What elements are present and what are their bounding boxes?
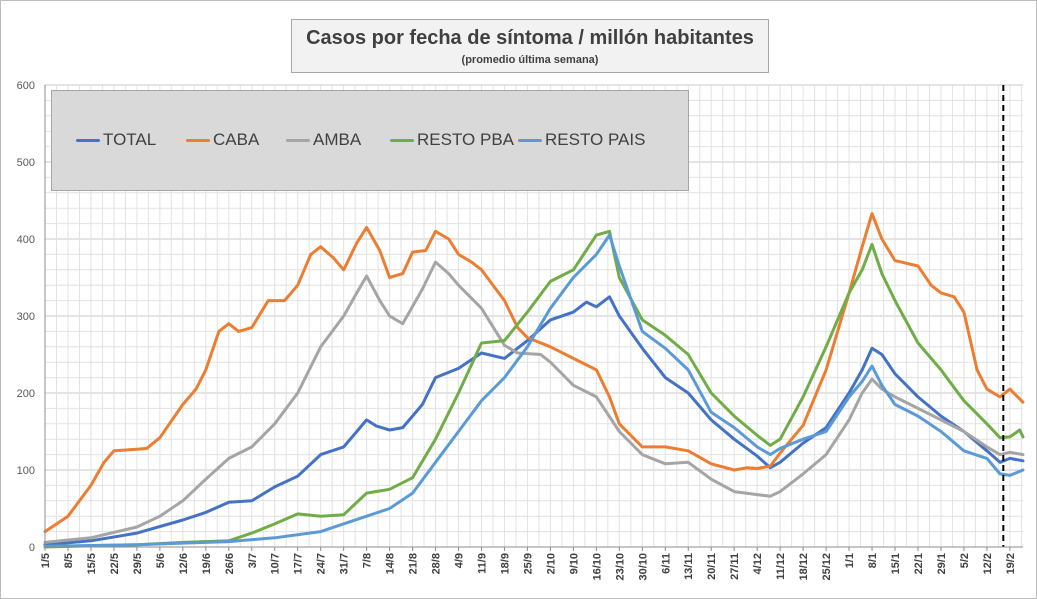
x-tick-label: 29/5: [132, 553, 144, 574]
x-tick-label: 28/8: [431, 553, 443, 574]
x-tick-label: 8/1: [867, 553, 879, 568]
chart-subtitle: (promedio última semana): [461, 54, 599, 66]
x-tick-label: 4/9: [454, 553, 466, 568]
legend-item-resto-pba: RESTO PBA: [390, 130, 514, 150]
series-line-resto-pais: [43, 233, 1025, 548]
x-tick-label: 19/6: [201, 553, 213, 574]
legend-label: RESTO PBA: [417, 130, 514, 149]
legend-label: RESTO PAIS: [545, 130, 646, 149]
x-tick-label: 18/12: [798, 553, 810, 581]
x-tick-label: 16/10: [591, 553, 603, 581]
x-tick-label: 17/7: [293, 553, 305, 574]
chart-title: Casos por fecha de síntoma / millón habi…: [306, 27, 754, 49]
legend-item-caba: CABA: [186, 130, 259, 150]
x-tick-label: 24/7: [316, 553, 328, 574]
legend-swatch: [390, 138, 414, 142]
x-tick-label: 15/1: [890, 553, 902, 574]
x-tick-label: 7/8: [362, 553, 374, 568]
chart-title-box: Casos por fecha de síntoma / millón habi…: [291, 19, 769, 73]
x-tick-label: 29/1: [936, 553, 948, 574]
x-tick-label: 9/10: [568, 553, 580, 574]
series-lines: [43, 85, 1025, 549]
series-line-amba: [43, 260, 1025, 544]
legend-label: CABA: [213, 130, 260, 149]
y-tick-label: 500: [17, 157, 35, 169]
y-tick-label: 0: [29, 542, 35, 554]
x-tick-label: 25/9: [522, 553, 534, 574]
x-tick-label: 27/11: [729, 553, 741, 580]
legend: TOTAL CABA AMBA RESTO PBA RESTO PAIS: [51, 90, 689, 191]
legend-item-resto-pais: RESTO PAIS: [518, 130, 645, 150]
x-tick-label: 2/10: [545, 553, 557, 574]
legend-item-amba: AMBA: [286, 130, 361, 150]
x-tick-label: 10/7: [270, 553, 282, 574]
x-tick-label: 15/5: [86, 553, 98, 574]
legend-label: AMBA: [313, 130, 362, 149]
x-tick-label: 18/9: [499, 553, 511, 574]
y-tick-label: 600: [17, 80, 35, 92]
x-tick-label: 5/2: [959, 553, 971, 568]
x-tick-label: 25/12: [821, 553, 833, 581]
x-tick-label: 22/5: [109, 553, 121, 574]
x-tick-label: 12/2: [982, 553, 994, 574]
series-line-total: [43, 295, 1025, 547]
y-tick-label: 100: [17, 465, 35, 477]
x-tick-label: 5/6: [155, 553, 167, 568]
x-tick-label: 20/11: [706, 553, 718, 580]
x-tick-label: 21/8: [408, 553, 420, 574]
x-tick-label: 12/6: [178, 553, 190, 574]
x-tick-label: 22/1: [913, 553, 925, 574]
x-tick-label: 19/2: [1005, 553, 1017, 574]
y-tick-label: 300: [17, 311, 35, 323]
legend-swatch: [76, 138, 100, 142]
x-tick-label: 30/10: [637, 553, 649, 581]
x-tick-label: 1/5: [40, 553, 52, 568]
legend-label: TOTAL: [103, 130, 157, 149]
axes: 0 100 200 300 400 500 600 1/5 8/5 15/5 22/5 29/5 5/6…: [17, 80, 1023, 581]
legend-swatch: [518, 138, 542, 142]
x-tick-label: 3/7: [247, 553, 259, 568]
x-tick-label: 31/7: [339, 553, 351, 574]
legend-item-total: TOTAL: [76, 130, 156, 150]
x-tick-label: 6/11: [660, 553, 672, 574]
series-line-caba: [43, 212, 1025, 534]
series-line-resto-pba: [43, 229, 1025, 549]
x-tick-label: 26/6: [224, 553, 236, 574]
x-tick-label: 8/5: [63, 553, 75, 568]
x-tick-label: 11/12: [775, 553, 787, 580]
legend-swatch: [186, 138, 210, 142]
x-tick-label: 1/1: [844, 553, 856, 568]
y-tick-label: 400: [17, 234, 35, 246]
x-tick-label: 14/8: [385, 553, 397, 574]
y-tick-label: 200: [17, 388, 35, 400]
x-tick-label: 23/10: [614, 553, 626, 581]
x-tick-label: 11/9: [476, 553, 488, 574]
x-tick-label: 13/11: [683, 553, 695, 580]
x-tick-label: 4/12: [752, 553, 764, 574]
legend-swatch: [286, 138, 310, 142]
